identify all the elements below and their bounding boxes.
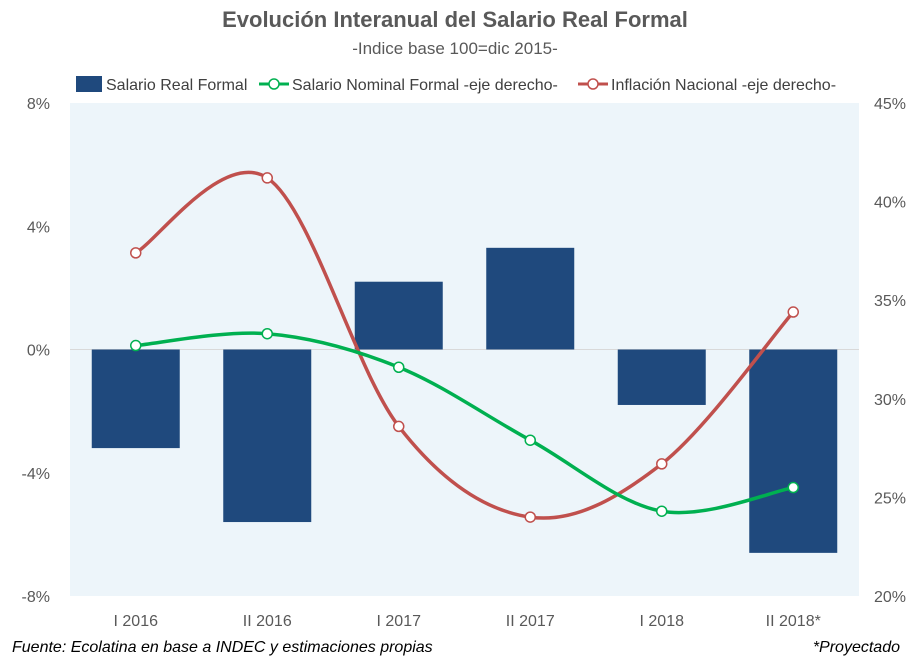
bar	[91, 349, 180, 449]
series-point	[656, 505, 668, 517]
right-tick-label: 40%	[874, 195, 906, 212]
bar	[486, 247, 575, 350]
category-axis: I 2016 II 2016 I 2017 II 2017 I 2018 II 2018*	[114, 613, 821, 630]
chart-title: Evolución Interanual del Salario Real Fo…	[222, 7, 688, 32]
legend-label-inflacion: Inflación Nacional -eje derecho-	[611, 77, 836, 94]
series-point	[393, 361, 405, 373]
bars-salario-real	[91, 247, 838, 553]
bar	[617, 349, 706, 405]
right-tick-label: 30%	[874, 392, 906, 409]
source-note: Fuente: Ecolatina en base a INDEC y esti…	[12, 639, 433, 656]
category-tick-label: I 2017	[377, 613, 422, 630]
left-tick-label: -4%	[22, 466, 50, 483]
chart-subtitle: -Indice base 100=dic 2015-	[352, 39, 558, 58]
bar	[354, 281, 443, 350]
series-point	[787, 481, 799, 494]
legend: Salario Real Formal Salario Nominal Form…	[76, 76, 836, 94]
left-tick-label: 4%	[27, 219, 50, 236]
category-tick-label: II 2017	[506, 613, 555, 630]
series-line	[134, 331, 795, 515]
legend-marker-salario-nominal	[268, 78, 280, 90]
category-tick-label: II 2016	[243, 613, 292, 630]
series-point	[656, 458, 668, 470]
category-tick-label: II 2018*	[766, 613, 821, 630]
series-point	[261, 172, 273, 184]
left-axis: 8% 4% 0% -4% -8%	[22, 96, 50, 606]
category-tick-label: I 2018	[640, 613, 685, 630]
right-tick-label: 45%	[874, 96, 906, 113]
right-tick-label: 20%	[874, 589, 906, 606]
legend-label-salario-nominal: Salario Nominal Formal -eje derecho-	[292, 77, 558, 94]
category-tick-label: I 2016	[114, 613, 159, 630]
left-tick-label: -8%	[22, 589, 50, 606]
series-line	[134, 170, 795, 520]
line-series	[130, 170, 799, 523]
right-tick-label: 35%	[874, 293, 906, 310]
series-point	[393, 420, 405, 433]
legend-label-salario-real: Salario Real Formal	[106, 77, 247, 94]
legend-marker-inflacion	[587, 78, 599, 90]
series-point	[524, 511, 536, 523]
series-point	[524, 434, 536, 446]
bar	[749, 349, 838, 553]
bar	[223, 349, 312, 523]
right-axis: 45% 40% 35% 30% 25% 20%	[874, 96, 906, 606]
projection-note: *Proyectado	[813, 639, 900, 656]
left-tick-label: 0%	[27, 343, 50, 360]
series-point	[787, 306, 799, 318]
series-point	[130, 339, 142, 352]
series-point	[130, 247, 142, 259]
right-tick-label: 25%	[874, 490, 906, 507]
left-tick-label: 8%	[27, 96, 50, 113]
legend-swatch-salario-real	[76, 76, 102, 92]
series-point	[261, 327, 273, 340]
